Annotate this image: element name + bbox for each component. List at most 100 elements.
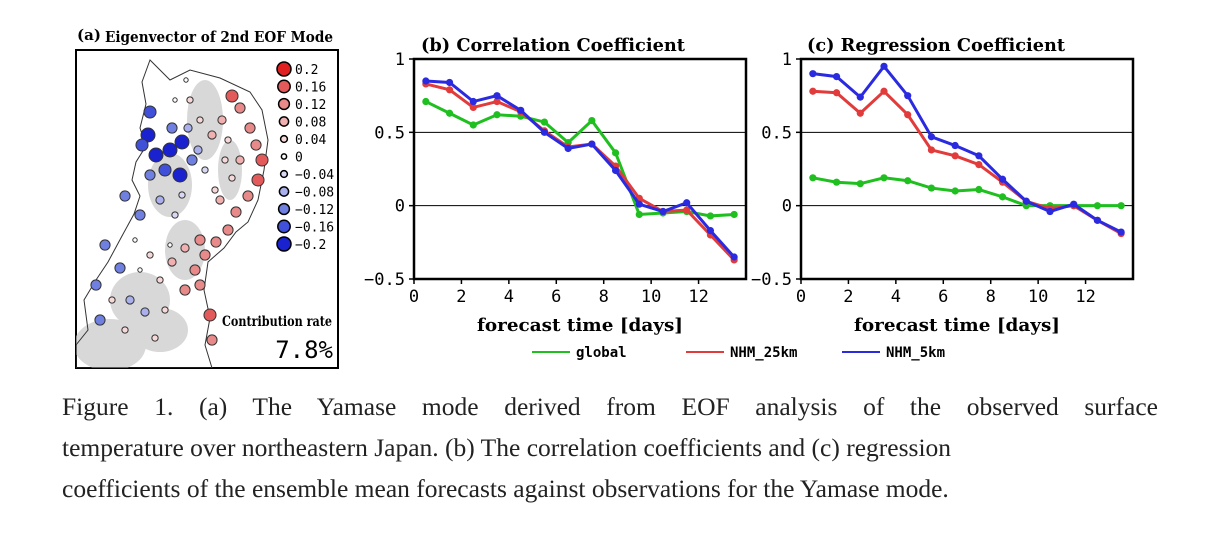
chart-c-data-point <box>975 185 983 194</box>
chart-c-data-point <box>856 93 864 101</box>
chart-c-y-tick-label: 0 <box>782 197 792 217</box>
chart-c-data-point <box>832 73 841 81</box>
station-marker <box>228 174 236 182</box>
station-marker <box>172 167 188 183</box>
station-marker <box>194 279 206 291</box>
chart-c-data-point <box>998 193 1007 201</box>
station-marker <box>206 334 218 346</box>
chart-c-data-point <box>1093 202 1102 210</box>
chart-c-data-point <box>1070 200 1078 208</box>
station-marker <box>125 295 135 305</box>
station-marker <box>121 326 129 334</box>
chart-c-data-point <box>1117 202 1125 210</box>
station-marker <box>158 163 172 177</box>
eof-legend-label: −0.12 <box>295 203 334 218</box>
station-marker <box>194 234 206 246</box>
station-marker <box>151 334 159 342</box>
station-marker <box>186 96 194 104</box>
chart-b-frame <box>412 57 748 281</box>
station-marker <box>140 307 150 317</box>
chart-c-data-point <box>904 111 912 119</box>
station-marker <box>251 173 265 187</box>
station-marker <box>167 242 173 248</box>
chart-c-title: (c) Regression Coefficient <box>807 35 1066 56</box>
chart-b-y-tick-label: 0 <box>395 197 405 217</box>
panel-a: (a) Eigenvector of 2nd EOF Mode 0.20.160… <box>75 26 339 369</box>
chart-b-data-point <box>422 97 430 106</box>
chart-b-data-point <box>445 78 454 87</box>
chart-c-x-tick-label: 10 <box>1028 287 1048 307</box>
station-marker <box>178 191 186 199</box>
chart-c-data-point <box>856 180 864 188</box>
chart-b-data-point <box>493 97 501 106</box>
chart-c-x-tick-label: 2 <box>843 287 853 307</box>
chart-b-data-point <box>730 253 738 261</box>
chart-c-data-point <box>832 178 841 186</box>
chart-c-data-point <box>880 87 888 95</box>
chart-b-data-point <box>588 140 596 148</box>
chart-b-series <box>422 77 738 264</box>
eof-legend-label: 0.12 <box>295 98 326 113</box>
chart-c-frame <box>799 57 1135 281</box>
chart-b-data-point <box>469 103 477 111</box>
station-marker <box>166 122 178 134</box>
eof-legend-marker <box>278 116 290 127</box>
chart-b-y-tick-label: 1 <box>395 50 405 70</box>
eof-legend-label: 0.08 <box>295 116 326 131</box>
chart-b-data-point <box>540 118 549 126</box>
chart-c-data-point <box>880 62 888 70</box>
chart-c-data-point <box>975 161 983 169</box>
chart-c-data-point <box>1117 228 1125 236</box>
station-marker <box>244 122 256 134</box>
chart-b-data-point <box>683 199 691 207</box>
chart-b-data-point <box>517 106 525 114</box>
legend-nhm25-label: NHM_25km <box>730 345 797 361</box>
chart-b-data-point <box>445 86 454 94</box>
figure-caption: Figure 1. (a) The Yamase mode derived fr… <box>62 386 1162 509</box>
caption-line-3: coefficients of the ensemble mean foreca… <box>62 474 949 503</box>
station-marker <box>119 190 131 202</box>
chart-c-y-tick-label: −0.5 <box>751 270 792 290</box>
station-marker <box>222 224 234 236</box>
station-marker <box>196 116 204 124</box>
station-marker <box>132 237 138 243</box>
eof-legend-marker <box>277 219 291 234</box>
contribution-label: Contribution rate <box>222 314 332 330</box>
panel-a-title: Eigenvector of 2nd EOF Mode <box>105 28 333 46</box>
station-marker <box>140 127 156 143</box>
chart-b-data-point <box>706 212 715 220</box>
station-marker <box>207 130 217 140</box>
station-marker <box>203 308 217 322</box>
chart-b-data-point <box>469 121 477 129</box>
chart-b-data-point <box>635 210 643 219</box>
chart-b-data-point <box>706 227 715 235</box>
eof-legend-marker <box>277 202 291 216</box>
chart-c-x-tick-label: 4 <box>891 287 901 307</box>
chart-c-data-point <box>927 184 936 192</box>
chart-c-data-point <box>927 133 936 141</box>
terrain-shading <box>76 80 242 368</box>
series-legend: global NHM_25km NHM_5km <box>532 345 945 361</box>
station-marker <box>225 89 239 103</box>
chart-c-data-point <box>809 87 817 95</box>
station-marker <box>156 276 164 284</box>
eof-legend-label: −0.16 <box>295 221 334 236</box>
station-marker <box>171 211 179 219</box>
chart-c-data-point <box>1093 216 1102 224</box>
chart-b-x-ticks: 0 2 4 6 8 10 12 <box>409 279 709 307</box>
chart-c-data-point <box>880 174 888 182</box>
station-marker <box>134 209 146 221</box>
station-marker <box>179 284 191 296</box>
chart-b-data-point <box>540 128 549 136</box>
legend-nhm5-label: NHM_5km <box>886 345 945 361</box>
eof-legend-label: 0.16 <box>295 81 326 96</box>
eof-legend-marker <box>278 186 290 197</box>
station-marker <box>186 154 198 166</box>
station-marker <box>143 105 157 119</box>
station-marker <box>108 296 116 304</box>
chart-b-x-tick-label: 0 <box>409 287 419 307</box>
station-marker <box>189 264 201 276</box>
chart-c-x-tick-label: 8 <box>986 287 996 307</box>
chart-b-x-label: forecast time [days] <box>477 315 683 336</box>
